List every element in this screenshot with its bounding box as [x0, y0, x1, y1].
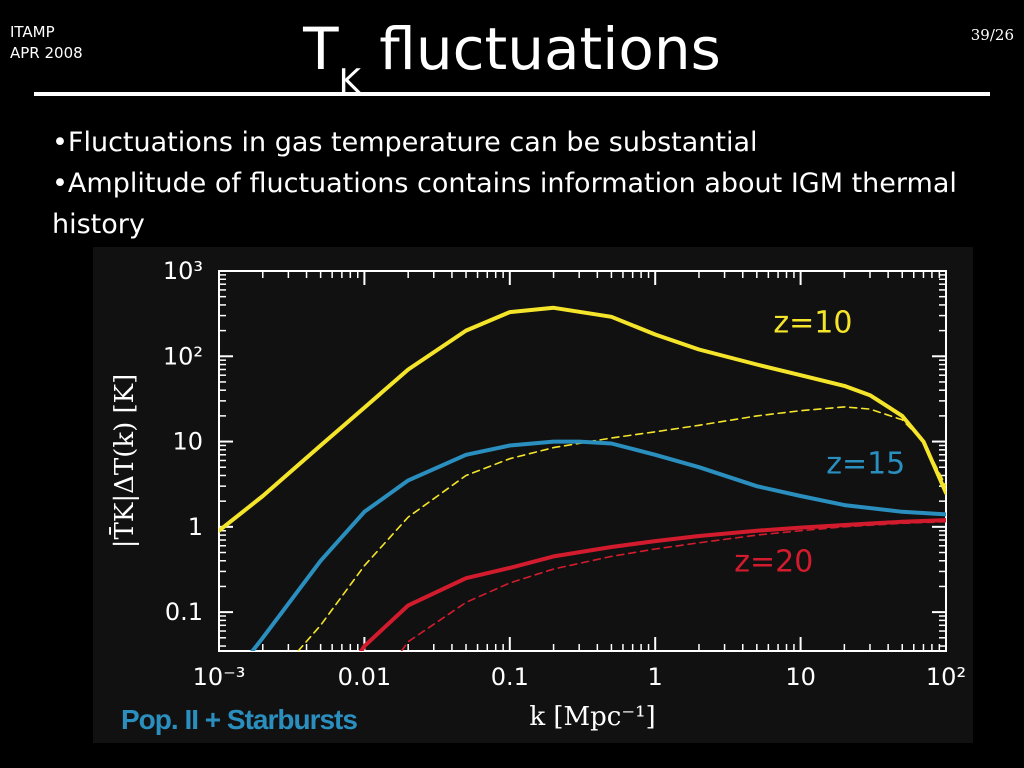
- y-tick-label: 1: [188, 513, 203, 541]
- slide-number: 39/26: [970, 26, 1014, 44]
- x-tick-label: 1: [648, 663, 663, 691]
- page-title: TK fluctuations: [0, 14, 1024, 102]
- x-tick-label: 0.1: [491, 663, 529, 691]
- y-axis-label: |T̄K|ΔT(k) [K]: [108, 374, 140, 548]
- series-label: z=15: [826, 447, 905, 482]
- title-main: T: [303, 15, 339, 83]
- title-subscript: K: [338, 62, 361, 102]
- chart-svg: 10⁻³ 0.01 0.1 1 10 10² 0.1 1 10 10² 10³ z=10 z=15 z=2…: [108, 257, 966, 735]
- date-label: APR 2008: [10, 44, 83, 62]
- footer-label: Pop. II + Starbursts: [121, 704, 357, 735]
- x-tick-label: 10²: [926, 663, 966, 691]
- y-tick-label: 10³: [163, 257, 203, 285]
- bullet-item: •Fluctuations in gas temperature can be …: [52, 127, 758, 158]
- header-meta: ITAMP APR 2008: [10, 22, 83, 64]
- series-line-z10-dashed: [297, 406, 946, 651]
- series-label: z=10: [773, 306, 852, 341]
- x-tick-label: 10: [785, 663, 816, 691]
- x-axis-label: k [Mpc⁻¹]: [529, 702, 655, 732]
- bullet-list: •Fluctuations in gas temperature can be …: [52, 122, 972, 245]
- series-label: z=20: [734, 544, 813, 579]
- series-line-z20-dashed: [400, 520, 946, 651]
- series-line-z20-solid: [359, 518, 946, 651]
- title-rest: fluctuations: [360, 15, 721, 83]
- y-tick-label: 10²: [163, 342, 203, 370]
- x-tick-label: 0.01: [338, 663, 391, 691]
- series-line-z10-solid: [219, 305, 946, 533]
- bullet-item: •Amplitude of fluctuations contains info…: [52, 168, 957, 240]
- x-tick-label: 10⁻³: [193, 663, 246, 691]
- chart-panel: 10⁻³ 0.01 0.1 1 10 10² 0.1 1 10 10² 10³ z=10 z=15 z=2…: [93, 247, 973, 743]
- title-divider: [34, 92, 990, 96]
- y-tick-label: 10: [172, 428, 203, 456]
- series-line-z15-solid: [250, 439, 946, 651]
- y-tick-label: 0.1: [165, 598, 203, 626]
- event-label: ITAMP: [10, 23, 55, 41]
